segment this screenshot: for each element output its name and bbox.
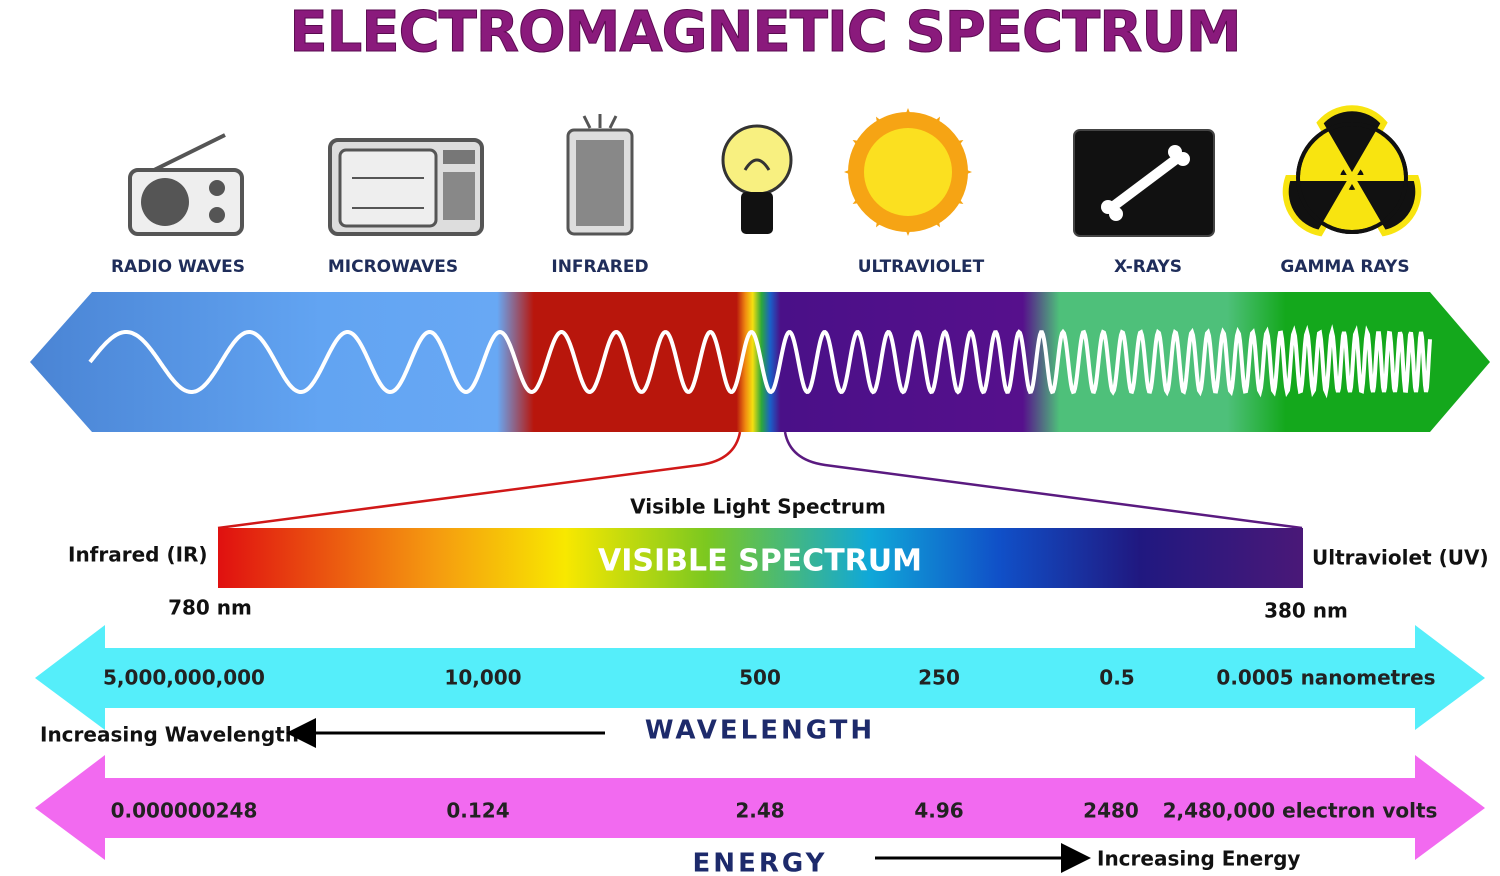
- title: ELECTROMAGNETIC SPECTRUM: [289, 0, 1240, 65]
- icon-shape: [209, 207, 225, 223]
- icon-shape: [338, 148, 438, 228]
- sun-ray: [876, 116, 892, 137]
- wavelength-value: 250: [918, 666, 960, 690]
- sun-ray: [943, 140, 964, 156]
- icon-shape: [1296, 122, 1408, 234]
- connector-red: [217, 431, 742, 530]
- visible-title: Visible Light Spectrum: [630, 495, 886, 519]
- energy-arrow: [35, 755, 1485, 860]
- sun-ray: [953, 164, 972, 180]
- icon-shape: [1282, 105, 1422, 237]
- visible-left-nm: 780 nm: [168, 596, 252, 620]
- wavelength-value: 500: [739, 666, 781, 690]
- icon-shape: [141, 178, 189, 226]
- icon-shape: [576, 140, 624, 226]
- icon-shape: [608, 115, 618, 129]
- sun-ray: [852, 188, 873, 204]
- icon-shape: [1176, 152, 1190, 166]
- energy-axis: ENERGY: [693, 849, 828, 876]
- band-label: RADIO WAVES: [111, 257, 245, 277]
- sun-ray: [924, 116, 940, 137]
- sun-ray: [844, 164, 863, 180]
- energy-value: 2.48: [735, 799, 784, 823]
- wavelength-values: 5,000,000,000 10,000 500 250 0.5 0.0005 nanom…: [103, 666, 1436, 690]
- band-label: GAMMA RAYS: [1280, 257, 1409, 277]
- wavelength-value: 10,000: [444, 666, 521, 690]
- energy-value: 4.96: [914, 799, 963, 823]
- radiation-icon: [1282, 105, 1422, 237]
- radio-icon: [128, 133, 244, 236]
- icon-shape: [1109, 207, 1123, 221]
- wavelength-value: 0.0005 nanometres: [1216, 666, 1435, 690]
- band-label: INFRARED: [551, 257, 648, 277]
- sun-ray: [852, 140, 873, 156]
- energy-value: 0.000000248: [111, 799, 258, 823]
- microwave-icon: [328, 138, 484, 236]
- wave: [88, 324, 1432, 399]
- wavelength-value: 0.5: [1099, 666, 1134, 690]
- icon-shape: [743, 158, 771, 171]
- sun-ray: [900, 217, 916, 236]
- sun-ray: [924, 207, 940, 228]
- energy-values: 0.000000248 0.124 2.48 4.96 2480 2,480,000 el…: [111, 799, 1438, 823]
- visible-bar: [218, 528, 1303, 588]
- bulb-icon: [721, 124, 793, 234]
- sun-icon: [844, 108, 972, 236]
- energy-direction: Increasing Energy: [1097, 847, 1300, 871]
- remote-icon: [566, 114, 634, 236]
- visible-right-nm: 380 nm: [1264, 599, 1348, 623]
- energy-value: 2,480,000 electron volts: [1163, 799, 1438, 823]
- visible-bar-label: VISIBLE SPECTRUM: [598, 544, 922, 579]
- wavelength-value: 5,000,000,000: [103, 666, 265, 690]
- energy-value: 2480: [1083, 799, 1139, 823]
- energy-value: 0.124: [446, 799, 509, 823]
- wavelength-axis: WAVELENGTH: [645, 716, 875, 746]
- sun-ray: [943, 188, 964, 204]
- icon-shape: [864, 128, 952, 216]
- visible-right: Ultraviolet (UV): [1312, 546, 1489, 570]
- connector-purple: [783, 431, 1303, 530]
- visible-left: Infrared (IR): [68, 543, 208, 567]
- icon-shape: [741, 192, 773, 234]
- icon-shape: [443, 150, 475, 164]
- icon-shape: [582, 115, 592, 129]
- icon-shape: [443, 172, 475, 220]
- band-label: X-RAYS: [1114, 257, 1182, 277]
- band-label: MICROWAVES: [328, 257, 458, 277]
- sun-ray: [876, 207, 892, 228]
- sun-ray: [900, 108, 916, 127]
- wavelength-arrow: [35, 625, 1485, 730]
- icon-shape: [1110, 155, 1180, 210]
- wavelength-direction: Increasing Wavelength: [40, 723, 299, 747]
- band-label: ULTRAVIOLET: [858, 257, 985, 277]
- icon-shape: [209, 180, 225, 196]
- xray-icon: [1073, 129, 1215, 237]
- icon-shape: [149, 133, 226, 174]
